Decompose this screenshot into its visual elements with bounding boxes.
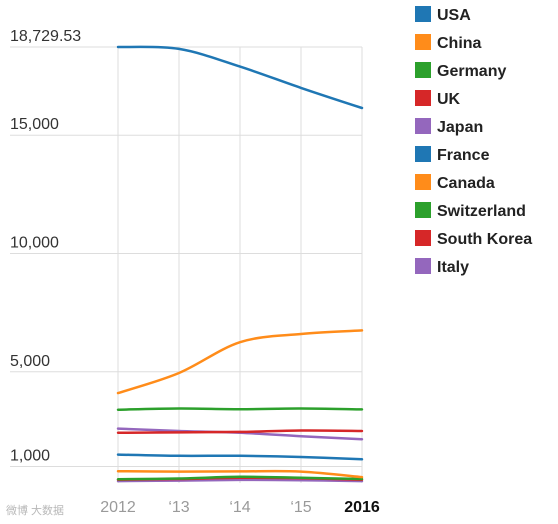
legend-swatch-italy — [415, 258, 431, 274]
legend-label-usa: USA — [437, 7, 471, 24]
legend-label-uk: UK — [437, 91, 461, 108]
y-tick-label: 10,000 — [10, 235, 59, 252]
legend-swatch-france — [415, 146, 431, 162]
series-line-switzerland — [116, 475, 364, 481]
legend-swatch-south-korea — [415, 230, 431, 246]
y-tick-label: 5,000 — [10, 353, 50, 370]
series-lines — [116, 45, 364, 483]
series-line-usa — [116, 45, 364, 110]
x-tick-label: ‘14 — [229, 499, 250, 516]
legend-label-france: France — [437, 147, 490, 164]
legend-label-china: China — [437, 35, 482, 52]
legend-label-switzerland: Switzerland — [437, 203, 526, 220]
legend-label-italy: Italy — [437, 259, 469, 276]
legend: USA China Germany UK Japan France Canada Switze… — [415, 6, 532, 276]
x-tick-label: 2012 — [100, 499, 136, 516]
grid-lines — [10, 46, 363, 483]
legend-label-japan: Japan — [437, 119, 483, 136]
series-line-germany — [116, 407, 364, 411]
legend-swatch-switzerland — [415, 202, 431, 218]
y-tick-label: 1,000 — [10, 447, 50, 464]
legend-label-germany: Germany — [437, 63, 506, 80]
series-line-italy — [116, 478, 364, 483]
legend-swatch-uk — [415, 90, 431, 106]
x-tick-label: 2016 — [344, 499, 380, 516]
legend-swatch-china — [415, 34, 431, 50]
series-line-france — [116, 453, 364, 461]
y-tick-label: 15,000 — [10, 116, 59, 133]
y-tick-label: 18,729.53 — [10, 28, 81, 45]
legend-label-south-korea: South Korea — [437, 231, 532, 248]
legend-label-canada: Canada — [437, 175, 495, 192]
watermark: 微博 大数据 — [6, 503, 64, 517]
series-line-uk — [116, 429, 364, 435]
y-axis-ticks: 18,729.53 15,000 10,000 5,000 1,000 — [10, 28, 81, 464]
series-line-china — [116, 329, 364, 395]
x-axis-ticks: 2012 ‘13 ‘14 ‘15 2016 — [100, 499, 380, 516]
x-tick-label: ‘13 — [168, 499, 189, 516]
legend-swatch-canada — [415, 174, 431, 190]
series-line-canada — [116, 469, 364, 479]
x-tick-label: ‘15 — [290, 499, 311, 516]
legend-swatch-germany — [415, 62, 431, 78]
legend-swatch-usa — [415, 6, 431, 22]
legend-swatch-japan — [415, 118, 431, 134]
